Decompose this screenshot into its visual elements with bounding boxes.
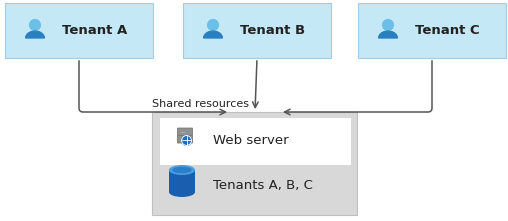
Text: Tenant B: Tenant B: [240, 25, 305, 38]
FancyBboxPatch shape: [152, 112, 357, 215]
Circle shape: [208, 20, 218, 30]
Circle shape: [383, 20, 393, 30]
Ellipse shape: [169, 187, 195, 197]
Text: Tenant C: Tenant C: [415, 25, 480, 38]
Text: Shared resources: Shared resources: [152, 99, 249, 109]
Circle shape: [182, 135, 192, 145]
Polygon shape: [378, 31, 397, 38]
Text: Web server: Web server: [213, 135, 289, 147]
Ellipse shape: [169, 165, 195, 175]
Polygon shape: [204, 31, 223, 38]
Text: Tenant A: Tenant A: [62, 25, 127, 38]
FancyBboxPatch shape: [177, 128, 193, 135]
Ellipse shape: [172, 167, 192, 173]
FancyBboxPatch shape: [5, 3, 153, 58]
FancyBboxPatch shape: [159, 117, 351, 165]
FancyBboxPatch shape: [169, 170, 195, 192]
Text: Tenants A, B, C: Tenants A, B, C: [213, 179, 313, 192]
FancyBboxPatch shape: [358, 3, 506, 58]
Polygon shape: [25, 31, 44, 38]
Circle shape: [29, 20, 41, 30]
FancyBboxPatch shape: [183, 3, 331, 58]
FancyBboxPatch shape: [177, 135, 193, 143]
